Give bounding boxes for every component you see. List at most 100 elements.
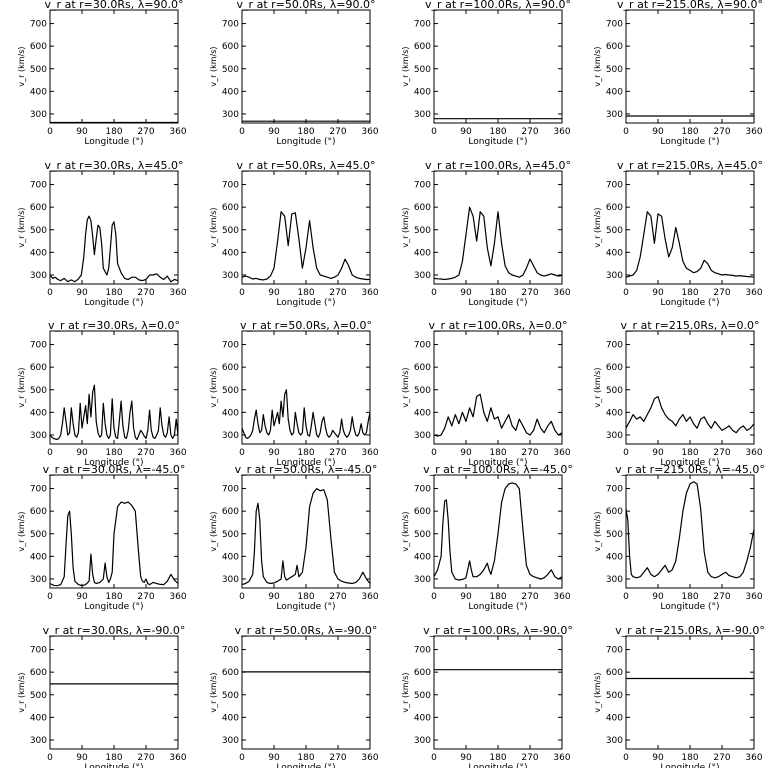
y-tick-label: 500 bbox=[30, 65, 47, 75]
x-tick-label: 90 bbox=[460, 753, 472, 763]
chart-panel: v_r at r=50.0Rs, λ=-45.0° 0 90 180 270 360 300… bbox=[209, 463, 379, 612]
y-tick-label: 500 bbox=[414, 226, 431, 236]
y-tick-label: 600 bbox=[30, 42, 47, 52]
y-tick-label: 700 bbox=[30, 20, 47, 30]
chart-panel: v_r at r=100.0Rs, λ=45.0° 0 90 180 270 360 300… bbox=[401, 159, 571, 308]
y-tick-label: 400 bbox=[414, 408, 431, 418]
x-tick-label: 0 bbox=[431, 288, 437, 298]
x-axis-label: Longitude (°) bbox=[84, 458, 143, 468]
y-tick-label: 300 bbox=[606, 110, 623, 120]
x-axis-label: Longitude (°) bbox=[276, 137, 335, 147]
x-tick-label: 180 bbox=[681, 288, 698, 298]
y-tick-label: 600 bbox=[222, 42, 239, 52]
y-tick-label: 300 bbox=[30, 431, 47, 441]
y-tick-label: 500 bbox=[606, 530, 623, 540]
y-tick-label: 600 bbox=[222, 668, 239, 678]
x-tick-label: 180 bbox=[489, 448, 506, 458]
y-tick-label: 700 bbox=[606, 181, 623, 191]
x-tick-label: 180 bbox=[297, 288, 314, 298]
y-tick-label: 500 bbox=[222, 691, 239, 701]
y-tick-label: 700 bbox=[30, 646, 47, 656]
y-tick-label: 700 bbox=[222, 485, 239, 495]
x-tick-label: 270 bbox=[713, 127, 730, 137]
series-line bbox=[241, 211, 370, 281]
chart-title: v_r at r=30.0Rs, λ=-45.0° bbox=[43, 463, 186, 476]
chart-title: v_r at r=50.0Rs, λ=90.0° bbox=[237, 0, 376, 11]
y-tick-label: 600 bbox=[222, 507, 239, 517]
y-axis-label: v_r (km/s) bbox=[209, 207, 218, 247]
chart-panel: v_r at r=50.0Rs, λ=-90.0° 0 90 180 270 360 300… bbox=[209, 624, 379, 768]
x-tick-label: 180 bbox=[681, 448, 698, 458]
x-axis-label: Longitude (°) bbox=[660, 298, 719, 308]
y-tick-label: 500 bbox=[222, 530, 239, 540]
x-tick-label: 360 bbox=[745, 753, 762, 763]
y-axis-label: v_r (km/s) bbox=[401, 207, 410, 247]
y-tick-label: 300 bbox=[414, 271, 431, 281]
x-tick-label: 0 bbox=[431, 753, 437, 763]
plot-frame bbox=[625, 9, 755, 124]
chart-panel: v_r at r=100.0Rs, λ=-90.0° 0 90 180 270 360 30… bbox=[401, 624, 573, 768]
y-tick-label: 700 bbox=[606, 20, 623, 30]
chart-title: v_r at r=215.0Rs, λ=0.0° bbox=[621, 319, 760, 332]
series-line bbox=[241, 488, 371, 586]
y-tick-label: 500 bbox=[222, 386, 239, 396]
y-tick-label: 500 bbox=[222, 65, 239, 75]
y-tick-label: 500 bbox=[606, 226, 623, 236]
x-axis-label: Longitude (°) bbox=[660, 763, 719, 768]
x-tick-label: 360 bbox=[169, 288, 186, 298]
y-axis-label: v_r (km/s) bbox=[593, 672, 602, 712]
chart-panel: v_r at r=30.0Rs, λ=0.0° 0 90 180 270 360 300 40… bbox=[17, 319, 187, 468]
y-tick-label: 300 bbox=[606, 575, 623, 585]
series-line bbox=[433, 393, 563, 437]
y-axis-label: v_r (km/s) bbox=[401, 367, 410, 407]
x-tick-label: 180 bbox=[681, 592, 698, 602]
x-tick-label: 90 bbox=[460, 288, 472, 298]
x-tick-label: 90 bbox=[652, 448, 664, 458]
y-tick-label: 300 bbox=[30, 271, 47, 281]
x-axis-label: Longitude (°) bbox=[276, 458, 335, 468]
x-tick-label: 0 bbox=[239, 288, 245, 298]
x-tick-label: 0 bbox=[47, 753, 53, 763]
y-tick-label: 500 bbox=[606, 65, 623, 75]
y-tick-label: 400 bbox=[414, 248, 431, 258]
chart-panel: v_r at r=100.0Rs, λ=90.0° 0 90 180 270 360 300… bbox=[401, 0, 571, 147]
x-tick-label: 270 bbox=[713, 753, 730, 763]
y-tick-label: 400 bbox=[606, 552, 623, 562]
y-tick-label: 400 bbox=[606, 87, 623, 97]
x-tick-label: 90 bbox=[268, 288, 280, 298]
x-tick-label: 360 bbox=[553, 448, 570, 458]
x-tick-label: 180 bbox=[297, 753, 314, 763]
x-tick-label: 270 bbox=[329, 592, 346, 602]
y-tick-label: 700 bbox=[414, 646, 431, 656]
y-tick-label: 400 bbox=[30, 713, 47, 723]
y-tick-label: 700 bbox=[222, 341, 239, 351]
y-tick-label: 500 bbox=[30, 691, 47, 701]
y-axis-label: v_r (km/s) bbox=[17, 511, 26, 551]
series-line bbox=[433, 206, 563, 281]
x-tick-label: 180 bbox=[297, 592, 314, 602]
chart-title: v_r at r=30.0Rs, λ=45.0° bbox=[45, 159, 184, 172]
x-tick-label: 270 bbox=[329, 288, 346, 298]
x-tick-label: 180 bbox=[105, 448, 122, 458]
y-tick-label: 600 bbox=[606, 507, 623, 517]
x-tick-label: 180 bbox=[105, 127, 122, 137]
series-line bbox=[241, 389, 371, 439]
x-tick-label: 360 bbox=[361, 127, 378, 137]
chart-panel: v_r at r=215.0Rs, λ=0.0° 0 90 180 270 360 300 4… bbox=[593, 319, 763, 468]
y-tick-label: 300 bbox=[414, 736, 431, 746]
y-tick-label: 400 bbox=[222, 87, 239, 97]
chart-panel: v_r at r=50.0Rs, λ=45.0° 0 90 180 270 360 300 4… bbox=[209, 159, 379, 308]
x-tick-label: 270 bbox=[521, 127, 538, 137]
y-tick-label: 600 bbox=[606, 42, 623, 52]
y-tick-label: 600 bbox=[606, 363, 623, 373]
y-tick-label: 300 bbox=[222, 271, 239, 281]
y-tick-label: 600 bbox=[30, 203, 47, 213]
x-axis-label: Longitude (°) bbox=[660, 458, 719, 468]
chart-title: v_r at r=50.0Rs, λ=45.0° bbox=[237, 159, 376, 172]
chart-panel: v_r at r=100.0Rs, λ=0.0° 0 90 180 270 360 300 4… bbox=[401, 319, 571, 468]
y-tick-label: 300 bbox=[30, 736, 47, 746]
y-tick-label: 500 bbox=[222, 226, 239, 236]
x-tick-label: 270 bbox=[137, 288, 154, 298]
series-line bbox=[49, 384, 179, 441]
